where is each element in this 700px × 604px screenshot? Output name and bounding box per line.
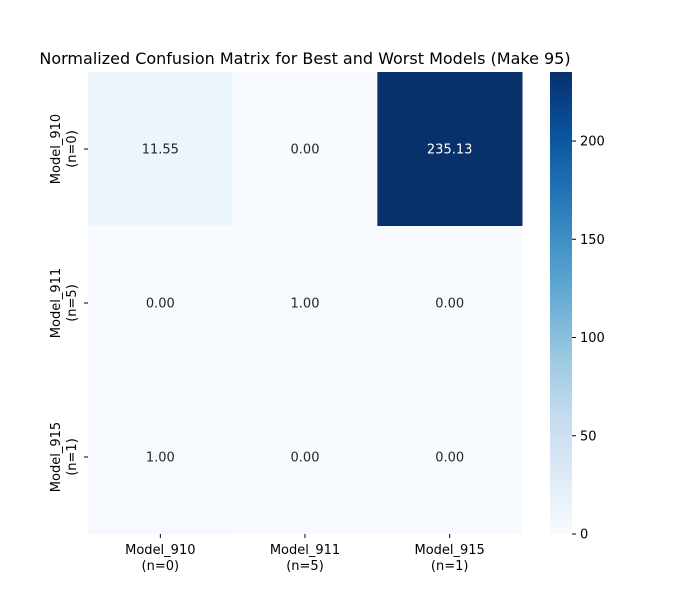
heatmap-cell [377, 72, 523, 227]
heatmap-cell [232, 380, 378, 535]
x-tick-label: Model_915 (n=1) [414, 543, 484, 574]
chart-title: Normalized Confusion Matrix for Best and… [39, 49, 570, 68]
heatmap-cell [232, 72, 378, 227]
cell-value-label: 1.00 [146, 451, 175, 466]
cell-value-label: 1.00 [291, 297, 320, 312]
colorbar-tick-label: 0 [580, 528, 588, 543]
heatmap-cell [377, 226, 523, 381]
colorbar-gradient [550, 72, 572, 534]
y-tick-label: Model_915(n=1) [49, 422, 80, 492]
heatmap-cell [88, 380, 234, 535]
cell-value-label: 11.55 [142, 143, 179, 158]
y-tick-label: Model_911(n=5) [49, 268, 80, 338]
colorbar-tick-label: 150 [580, 233, 605, 248]
cell-value-label: 0.00 [146, 297, 175, 312]
cell-value-label: 0.00 [435, 451, 464, 466]
cell-value-label: 235.13 [427, 143, 473, 158]
colorbar-tick-label: 200 [580, 135, 605, 150]
heatmap-cell-labels: 11.55 0.00 235.13 0.00 1.00 0.00 1.00 0.00 0.00 [142, 143, 473, 466]
cell-value-label: 0.00 [291, 451, 320, 466]
cell-value-label: 0.00 [435, 297, 464, 312]
colorbar-tick-label: 50 [580, 429, 597, 444]
y-axis: Model_910(n=0) Model_911(n=5) Model_915(n=… [49, 114, 88, 492]
x-tick-label: Model_910 (n=0) [125, 543, 195, 574]
x-tick-label: Model_911 (n=5) [270, 543, 340, 574]
heatmap-cell [377, 380, 523, 535]
heatmap-cells [88, 72, 523, 535]
heatmap-cell [88, 72, 234, 227]
cell-value-label: 0.00 [291, 143, 320, 158]
colorbar: 0 50 100 150 200 [550, 72, 605, 543]
y-tick-label: Model_910(n=0) [49, 114, 80, 184]
heatmap-cell [232, 226, 378, 381]
colorbar-tick-label: 100 [580, 331, 605, 346]
heatmap-cell [88, 226, 234, 381]
x-axis: Model_910 (n=0) Model_911 (n=5) Model_915 (n=… [125, 534, 485, 574]
